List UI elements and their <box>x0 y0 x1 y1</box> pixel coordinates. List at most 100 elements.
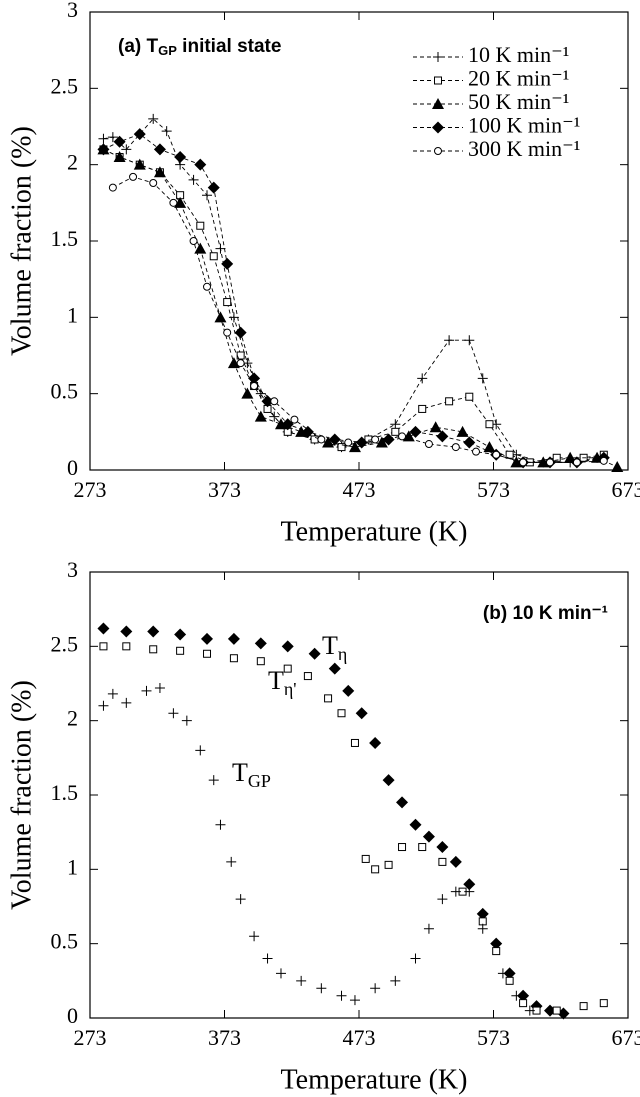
marker <box>226 856 237 867</box>
marker <box>349 995 360 1006</box>
marker <box>275 968 286 979</box>
marker <box>108 183 117 192</box>
annotation: Tη <box>322 631 347 664</box>
marker <box>149 178 158 187</box>
series-line <box>103 118 598 463</box>
title-part: initial state <box>177 36 282 57</box>
marker <box>322 436 335 448</box>
marker <box>505 976 514 985</box>
y-tick-label: 2.5 <box>51 73 79 98</box>
marker <box>451 443 460 452</box>
marker <box>464 886 475 897</box>
marker <box>409 425 422 438</box>
marker <box>599 456 608 465</box>
marker <box>432 98 444 109</box>
marker <box>209 252 218 261</box>
marker <box>465 392 474 401</box>
marker <box>328 433 341 446</box>
marker <box>492 947 501 956</box>
plot-frame <box>89 571 629 1019</box>
marker <box>422 830 435 843</box>
marker <box>391 427 400 436</box>
marker <box>121 697 132 708</box>
title-part: GP <box>158 43 177 58</box>
marker <box>229 654 238 663</box>
marker <box>342 684 355 697</box>
marker <box>423 923 434 934</box>
chart-title: (b) 10 K min⁻¹ <box>483 603 608 624</box>
annotation-main: T <box>268 666 284 695</box>
marker <box>121 144 132 155</box>
marker <box>382 774 395 787</box>
marker <box>490 937 503 950</box>
marker <box>477 373 488 384</box>
marker <box>336 990 347 1001</box>
legend-label: 300 K min⁻¹ <box>468 136 580 161</box>
y-tick-label: 1 <box>67 302 78 327</box>
y-tick-label: 1.5 <box>51 226 79 251</box>
marker <box>168 708 179 719</box>
y-tick-label: 0 <box>67 455 78 480</box>
marker <box>369 736 382 749</box>
marker <box>174 151 187 164</box>
y-tick-label: 0.5 <box>51 929 79 954</box>
legend-label: 100 K min⁻¹ <box>468 113 580 138</box>
annotation-sub: η' <box>284 679 297 699</box>
marker <box>436 430 449 443</box>
marker <box>194 158 207 171</box>
marker <box>129 172 138 181</box>
annotation: TGP <box>232 758 271 791</box>
x-axis-label: Temperature (K) <box>281 516 468 547</box>
marker <box>153 166 166 178</box>
panel: 0 0.5 1 1.5 2 2.5 3 273 373 473 573 673 Temperature … <box>6 0 640 547</box>
marker <box>227 357 240 369</box>
marker <box>519 999 528 1008</box>
marker <box>202 190 213 201</box>
marker <box>337 443 346 452</box>
marker <box>148 113 159 124</box>
marker <box>161 126 172 137</box>
marker <box>296 975 307 986</box>
marker <box>370 983 381 994</box>
annotation-main: T <box>322 631 338 660</box>
marker <box>477 923 488 934</box>
x-tick-label: 473 <box>343 477 376 502</box>
annotation: Tη' <box>268 666 297 699</box>
marker <box>281 418 294 431</box>
marker <box>181 715 192 726</box>
marker <box>432 121 444 134</box>
marker <box>355 436 368 449</box>
title-part: (a) T <box>118 36 159 57</box>
marker <box>361 854 370 863</box>
marker <box>195 745 206 756</box>
marker <box>227 632 240 645</box>
marker <box>203 282 212 291</box>
marker <box>236 359 245 368</box>
x-tick-label: 373 <box>208 1025 241 1050</box>
marker <box>324 694 333 703</box>
marker <box>189 237 198 245</box>
marker <box>250 382 259 391</box>
marker <box>207 181 220 194</box>
marker <box>107 688 118 699</box>
marker <box>564 451 577 463</box>
marker <box>147 625 160 638</box>
y-axis-label: Volume fraction (%) <box>6 126 37 356</box>
marker <box>611 460 624 472</box>
marker <box>355 707 368 720</box>
marker <box>350 738 359 747</box>
annotation-main: T <box>232 758 248 787</box>
marker <box>153 143 166 156</box>
marker <box>261 395 274 408</box>
marker <box>464 335 475 346</box>
marker <box>208 775 219 786</box>
marker <box>519 458 528 467</box>
marker <box>398 432 407 441</box>
marker <box>301 425 314 438</box>
marker <box>390 419 401 430</box>
marker <box>463 436 476 449</box>
marker <box>97 622 110 635</box>
marker <box>384 860 393 869</box>
marker <box>317 435 326 444</box>
